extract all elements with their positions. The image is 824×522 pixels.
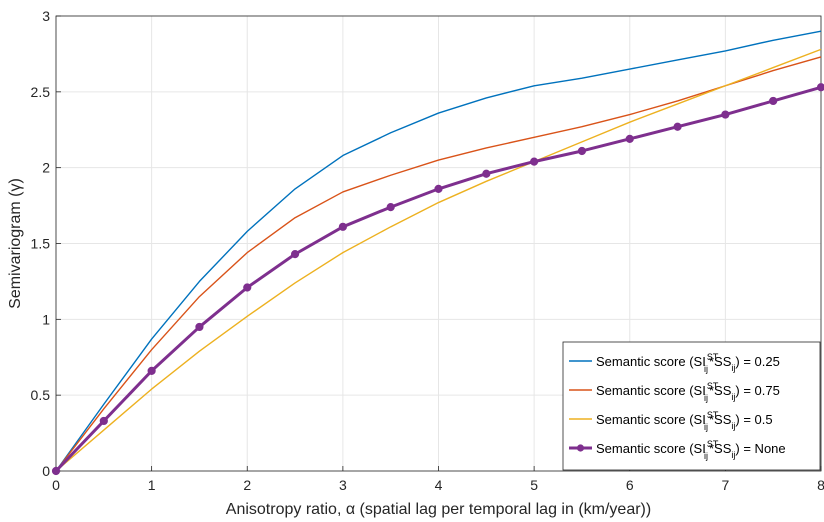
legend-text-sup: ST (707, 410, 719, 420)
legend-text-sub: ij (704, 364, 708, 374)
series-point-3 (338, 222, 347, 231)
x-tick-label: 4 (435, 477, 443, 493)
legend-text-mid: *SS (709, 441, 732, 456)
legend-text-mid: *SS (709, 354, 732, 369)
legend-text-sub: ij (704, 393, 708, 403)
y-tick-label: 1 (42, 311, 50, 327)
x-tick-label: 6 (626, 477, 634, 493)
y-tick-label: 2.5 (31, 84, 51, 100)
series-line-0 (55, 30, 822, 472)
series-layer (51, 30, 824, 476)
x-tick-label: 0 (52, 477, 60, 493)
legend-text-suffix: ) = 0.5 (735, 412, 772, 427)
series-point-3 (530, 157, 539, 166)
series-point-3 (434, 184, 443, 193)
legend-text-sub2: ij (731, 421, 735, 431)
y-axis-label: Semivariogram (γ) (7, 178, 24, 309)
legend-entry-2: Semantic score (SIST ij*SSij) = 0.5 (596, 410, 773, 432)
y-tick-label: 0.5 (31, 387, 51, 403)
y-tick-label: 3 (42, 8, 50, 24)
legend-text-mid: *SS (709, 383, 732, 398)
legend-text-sub2: ij (731, 363, 735, 373)
series-point-3 (577, 146, 587, 156)
y-tick-label: 0 (42, 463, 50, 479)
series-point-3 (673, 122, 682, 131)
legend-text-sup: ST (707, 352, 719, 362)
legend-text-prefix: Semantic score (SI (596, 383, 706, 398)
legend-text-sub: ij (704, 422, 708, 432)
y-axis-ticks: 0 0.5 1 1.5 2 2.5 3 (31, 8, 61, 479)
x-axis-label: Anisotropy ratio, α (spatial lag per tem… (226, 501, 651, 518)
legend-text-prefix: Semantic score (SI (596, 412, 706, 427)
y-tick-label: 2 (42, 160, 50, 176)
legend-text-sub2: ij (731, 450, 735, 460)
legend-text-suffix: ) = None (735, 441, 785, 456)
series-point-3 (769, 96, 778, 106)
legend-box (562, 341, 821, 471)
legend-text-sub: ij (704, 451, 708, 461)
x-tick-label: 2 (243, 477, 251, 493)
series-point-3 (99, 416, 108, 426)
legend-entry-0: Semantic score (SIST ij*SSij) = 0.25 (596, 352, 780, 374)
series-point-3 (625, 134, 634, 143)
series-line-1 (55, 56, 822, 472)
legend-text-suffix: ) = 0.75 (735, 383, 779, 398)
series-point-3 (147, 366, 156, 375)
x-tick-label: 3 (339, 477, 347, 493)
series-point-3 (290, 250, 300, 259)
legend-marker-3 (576, 444, 585, 452)
legend-text-sup: ST (707, 439, 719, 449)
legend-text-sup: ST (707, 381, 719, 391)
series-line-2 (55, 48, 822, 472)
x-tick-label: 1 (148, 477, 156, 493)
series-point-3 (721, 110, 730, 119)
y-tick-label: 1.5 (31, 236, 51, 252)
legend-entry-3: Semantic score (SIST ij*SSij) = None (596, 439, 786, 461)
series-point-3 (195, 322, 204, 332)
series-point-3 (51, 466, 61, 476)
x-axis-ticks: 0 1 2 3 4 5 6 7 8 (52, 466, 824, 493)
legend-text-suffix: ) = 0.25 (735, 354, 779, 369)
x-tick-label: 7 (721, 477, 729, 493)
x-tick-label: 5 (530, 477, 538, 493)
series-point-3 (482, 169, 491, 178)
x-tick-label: 8 (817, 477, 824, 493)
series-point-3 (816, 83, 824, 92)
legend: Semantic score (SIST ij*SSij) = 0.25Seman… (562, 341, 821, 471)
legend-text-mid: *SS (709, 412, 732, 427)
series-point-3 (243, 283, 252, 292)
legend-entry-1: Semantic score (SIST ij*SSij) = 0.75 (596, 381, 780, 403)
legend-text-prefix: Semantic score (SI (596, 441, 706, 456)
series-point-3 (386, 203, 395, 212)
legend-text-sub2: ij (731, 392, 735, 402)
legend-text-prefix: Semantic score (SI (596, 354, 706, 369)
